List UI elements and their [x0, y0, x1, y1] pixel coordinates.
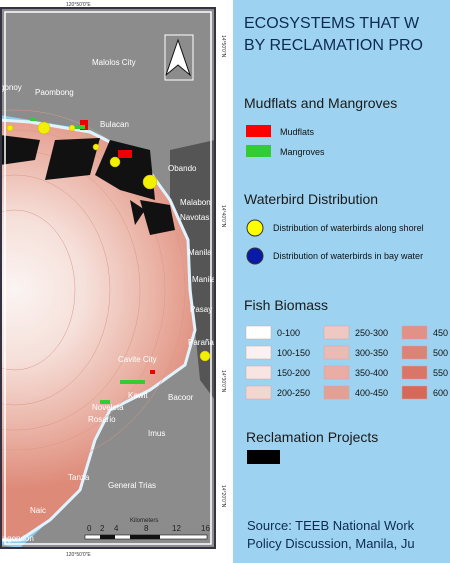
legend-heading: Fish Biomass — [244, 297, 328, 313]
place-label: Navotas — [180, 213, 209, 222]
source: Source: TEEB National Work — [247, 518, 415, 533]
north-arrow — [164, 34, 194, 81]
mudflat-swatch — [246, 125, 271, 137]
place-label: Rosario — [88, 415, 116, 424]
map-inner-frame — [4, 11, 212, 545]
place-label: Obando — [168, 164, 197, 173]
place-label: Bacoor — [168, 393, 194, 402]
legend-item: 150-200 — [277, 368, 310, 378]
legend-item: 400-450 — [355, 388, 388, 398]
reclamation-projects — [0, 135, 175, 235]
legend-item: 350-400 — [355, 368, 388, 378]
legend-heading: Reclamation Projects — [246, 429, 378, 445]
biomass-swatch — [401, 345, 428, 360]
biomass-swatch — [401, 365, 428, 380]
scale-tick: 4 — [114, 524, 119, 533]
title: ECOSYSTEMS THAT W — [244, 15, 420, 32]
legend-item: 450 — [433, 328, 448, 338]
legend-item: 550 — [433, 368, 448, 378]
biomass-swatch — [323, 385, 350, 400]
biomass-swatch — [245, 365, 272, 380]
fish-biomass-legend: 0-100 100-150 150-200 200-250 250-300 300-350… — [245, 325, 448, 400]
map-frame — [0, 7, 216, 549]
place-label: Naic — [30, 506, 46, 515]
biomass-swatch — [245, 325, 272, 340]
place-label: Paombong — [35, 88, 74, 97]
title: BY RECLAMATION PRO — [244, 37, 423, 54]
land — [0, 8, 215, 548]
biomass-swatch — [401, 385, 428, 400]
legend-item: 0-100 — [277, 328, 300, 338]
place-label: General Trias — [108, 481, 156, 490]
place-label: gonoy — [0, 83, 22, 92]
place-label: ragondon — [0, 534, 34, 543]
place-label: Pasay City — [190, 305, 228, 314]
place-label: Tanza — [68, 473, 90, 482]
place-label: Bulacan — [100, 120, 129, 129]
scale-bar: 0 2 4 8 12 16 Kilometers — [84, 518, 210, 540]
place-label: Imus — [148, 429, 165, 438]
place-label: Manila — [188, 248, 212, 257]
legend-panel — [233, 0, 450, 563]
legend-item: Distribution of waterbirds in bay water — [273, 251, 423, 261]
legend-item: 600 — [433, 388, 448, 398]
scale-tick: 8 — [144, 524, 149, 533]
mangroves — [30, 118, 145, 404]
longitude-label: 120°50'0"E — [66, 552, 91, 558]
biomass-swatch — [401, 325, 428, 340]
latitude-label: 14°50'0"N — [220, 35, 226, 58]
biomass-swatch — [245, 385, 272, 400]
latitude-label: 14°20'0"N — [220, 485, 226, 508]
waterbird-bay-symbol — [246, 247, 264, 265]
place-label: Noveleta — [92, 403, 124, 412]
biomass-swatch — [323, 325, 350, 340]
metro-area — [170, 140, 215, 400]
waterbirds-shoreline — [6, 121, 211, 362]
legend-item: 500 — [433, 348, 448, 358]
legend-heading: Mudflats and Mangroves — [244, 95, 397, 111]
bay-fish-biomass — [0, 118, 197, 542]
scale-tick: 0 — [87, 524, 92, 533]
biomass-swatch — [323, 345, 350, 360]
legend-item: 100-150 — [277, 348, 310, 358]
longitude-label: 120°50'0"E — [66, 2, 91, 8]
map: Malolos City Paombong gonoy Bulacan Oban… — [0, 8, 228, 548]
legend-heading: Waterbird Distribution — [244, 191, 378, 207]
place-label: Parañaque — [188, 338, 228, 347]
latitude-label: 14°40'0"N — [220, 205, 226, 228]
place-label: Kawit — [128, 391, 148, 400]
legend-item: Mudflats — [280, 127, 315, 137]
place-label: Malolos City — [92, 58, 136, 67]
scale-tick: 2 — [100, 524, 105, 533]
scale-unit: Kilometers — [130, 518, 158, 524]
source: Policy Discussion, Manila, Ju — [247, 536, 415, 551]
legend-item: 300-350 — [355, 348, 388, 358]
latitude-label: 14°30'0"N — [220, 370, 226, 393]
biomass-swatch — [245, 345, 272, 360]
legend-item: Mangroves — [280, 147, 325, 157]
mangrove-swatch — [246, 145, 271, 157]
scale-tick: 12 — [172, 524, 181, 533]
scale-tick: 16 — [201, 524, 210, 533]
place-label: Manila — [192, 275, 216, 284]
place-label: Malabon — [180, 198, 211, 207]
biomass-swatch — [323, 365, 350, 380]
place-label: Cavite City — [118, 355, 157, 364]
legend-item: 250-300 — [355, 328, 388, 338]
legend-item: 200-250 — [277, 388, 310, 398]
legend-item: Distribution of waterbirds along shorel — [273, 223, 424, 233]
reclamation-swatch — [247, 450, 280, 464]
waterbird-shore-symbol — [246, 219, 264, 237]
